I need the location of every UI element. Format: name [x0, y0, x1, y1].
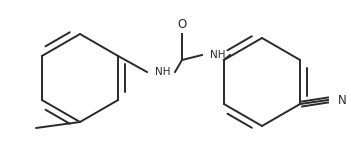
Text: NH: NH: [155, 67, 171, 77]
Text: N: N: [338, 93, 347, 106]
Text: NH: NH: [210, 50, 225, 60]
Text: O: O: [177, 18, 187, 30]
